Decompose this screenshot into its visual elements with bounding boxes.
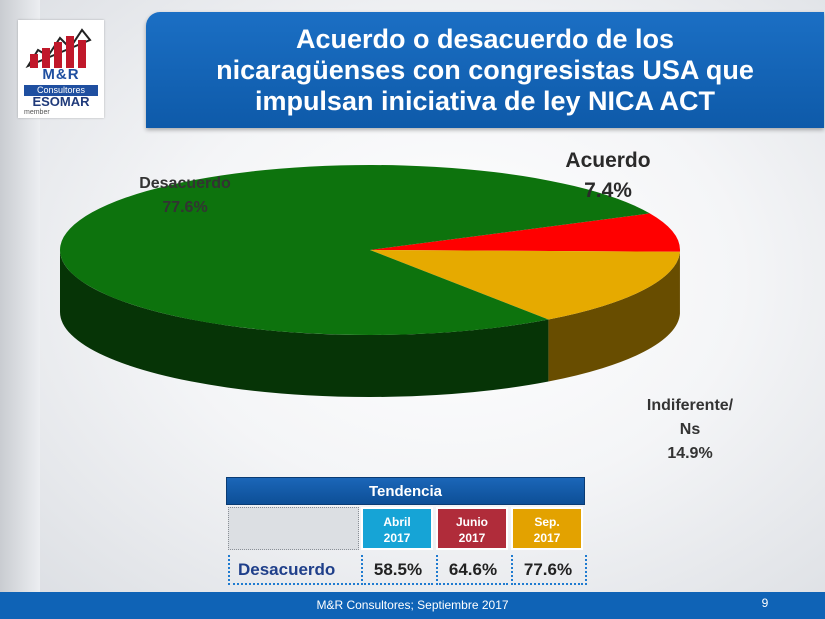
label-indiferente-value: 14.9%: [667, 445, 713, 462]
tendencia-val-abril: 58.5%: [361, 555, 433, 585]
tendencia-blank-cell: [228, 507, 359, 550]
tendencia-row-label: Desacuerdo: [228, 555, 359, 585]
logo-sub: Consultores: [24, 85, 98, 96]
label-indiferente-name: Indiferente/ Ns: [646, 397, 734, 438]
label-desacuerdo: Desacuerdo 77.6%: [110, 172, 260, 220]
tendencia-col-sep: Sep. 2017: [511, 507, 583, 550]
label-desacuerdo-name: Desacuerdo: [139, 175, 231, 192]
tendencia-col-abril: Abril 2017: [361, 507, 433, 550]
label-desacuerdo-value: 77.6%: [162, 199, 208, 216]
pie-chart: [59, 165, 680, 397]
label-acuerdo: Acuerdo 7.4%: [548, 146, 668, 206]
logo-brand: M&R: [42, 66, 80, 83]
logo-graphic-icon: [25, 28, 92, 69]
page-number: 9: [761, 596, 769, 610]
footer-bar: M&R Consultores; Septiembre 2017 9: [0, 592, 825, 619]
tendencia-val-junio: 64.6%: [436, 555, 508, 585]
tendencia-border-end: [585, 555, 589, 585]
pie-slice-acuerdo: [370, 213, 680, 252]
logo-esomar: ESOMAR: [32, 94, 90, 109]
tendencia-col-junio: Junio 2017: [436, 507, 508, 550]
label-acuerdo-name: Acuerdo: [565, 149, 651, 172]
label-acuerdo-value: 7.4%: [584, 179, 632, 202]
pie-side-desacuerdo: [60, 250, 549, 397]
pie-slice-indiferente-ns: [370, 250, 680, 320]
logo-member: member: [24, 109, 50, 116]
pie-side-indiferente-ns: [548, 251, 680, 382]
page-title: Acuerdo o desacuerdo de los nicaragüense…: [216, 24, 754, 116]
tendencia-header: Tendencia: [226, 477, 585, 505]
pie-slice-desacuerdo: [59, 165, 650, 336]
label-indiferente: Indiferente/ Ns 14.9%: [620, 394, 760, 466]
tendencia-val-sep: 77.6%: [511, 555, 583, 585]
company-logo: M&R Consultores ESOMAR member: [18, 20, 104, 118]
title-banner: Acuerdo o desacuerdo de los nicaragüense…: [146, 12, 824, 128]
footer-source: M&R Consultores; Septiembre 2017: [316, 598, 509, 612]
